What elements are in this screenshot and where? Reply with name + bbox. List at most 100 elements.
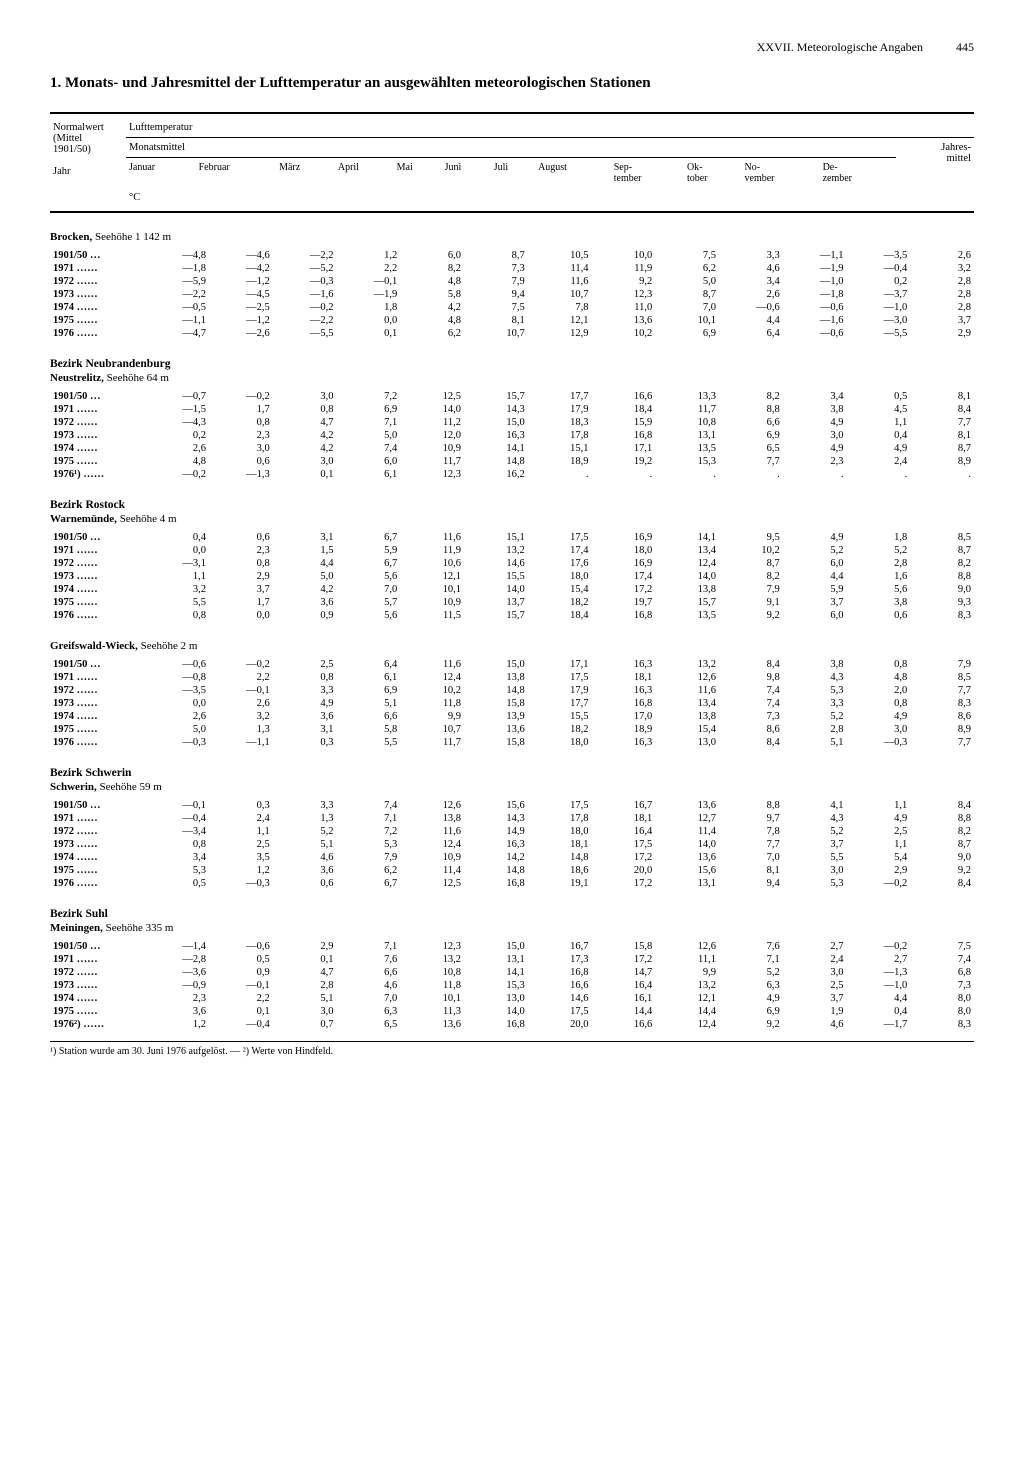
value-cell: 2,3 (145, 992, 209, 1005)
value-cell: 4,2 (273, 429, 337, 442)
value-cell: 2,5 (783, 979, 847, 992)
value-cell: 3,8 (783, 658, 847, 671)
year-cell: 1971 …… (50, 812, 145, 825)
value-cell: 5,3 (145, 864, 209, 877)
value-cell: 17,8 (528, 429, 592, 442)
year-cell: 1974 …… (50, 442, 145, 455)
value-cell: 9,4 (719, 877, 783, 890)
value-cell: 18,2 (528, 723, 592, 736)
unit-table: °C (50, 188, 974, 207)
table-row: 1976 ……—0,3—1,10,35,511,715,818,016,313,… (50, 736, 974, 749)
unit-label: °C (126, 188, 755, 207)
year-cell: 1971 …… (50, 262, 145, 275)
district-title: Bezirk Neubrandenburg (50, 358, 974, 370)
value-cell: —1,9 (783, 262, 847, 275)
value-cell: 8,1 (910, 429, 974, 442)
value-cell: 11,9 (592, 262, 656, 275)
value-cell: 8,5 (910, 671, 974, 684)
value-cell: 6,9 (719, 429, 783, 442)
value-cell: . (528, 468, 592, 481)
value-cell: 5,1 (783, 736, 847, 749)
station-subtitle: Greifswald-Wieck, Seehöhe 2 m (50, 640, 974, 652)
district-title: Bezirk Suhl (50, 908, 974, 920)
value-cell: 12,6 (655, 671, 719, 684)
value-cell: 13,6 (464, 723, 528, 736)
table-row: 1973 ……0,82,55,15,312,416,318,117,514,07… (50, 838, 974, 851)
value-cell: 8,1 (910, 390, 974, 403)
value-cell: 0,5 (145, 877, 209, 890)
value-cell: 4,1 (783, 799, 847, 812)
value-cell: 4,4 (847, 992, 911, 1005)
value-cell: 10,5 (528, 249, 592, 262)
value-cell: 10,2 (400, 684, 464, 697)
value-cell: 14,0 (400, 403, 464, 416)
value-cell: 12,9 (528, 327, 592, 340)
value-cell: 15,0 (464, 940, 528, 953)
value-cell: 9,2 (719, 609, 783, 622)
year-cell: 1974 …… (50, 992, 145, 1005)
value-cell: 5,3 (337, 838, 401, 851)
value-cell: 7,3 (910, 979, 974, 992)
value-cell: 7,4 (910, 953, 974, 966)
value-cell: 12,5 (400, 877, 464, 890)
value-cell: —1,7 (847, 1018, 911, 1031)
value-cell: 17,4 (528, 544, 592, 557)
value-cell: 11,9 (400, 544, 464, 557)
value-cell: 11,7 (655, 403, 719, 416)
value-cell: 0,6 (847, 609, 911, 622)
value-cell: 3,3 (719, 249, 783, 262)
value-cell: 8,3 (910, 609, 974, 622)
station-subtitle: Neustrelitz, Seehöhe 64 m (50, 372, 974, 384)
value-cell: —1,6 (273, 288, 337, 301)
value-cell: 8,0 (910, 1005, 974, 1018)
value-cell: —0,6 (783, 301, 847, 314)
data-table: 1901/50 …—0,7—0,23,07,212,515,717,716,61… (50, 390, 974, 481)
value-cell: 8,7 (910, 544, 974, 557)
value-cell: 3,7 (783, 992, 847, 1005)
value-cell: 12,0 (400, 429, 464, 442)
value-cell: 10,1 (655, 314, 719, 327)
value-cell: 14,1 (464, 442, 528, 455)
value-cell: 10,1 (400, 992, 464, 1005)
value-cell: 6,9 (337, 403, 401, 416)
value-cell: 4,8 (847, 671, 911, 684)
value-cell: —0,1 (209, 684, 273, 697)
value-cell: 9,7 (719, 812, 783, 825)
value-cell: 15,7 (655, 596, 719, 609)
table-row: 1976¹) ……—0,2—1,30,16,112,316,2....... (50, 468, 974, 481)
value-cell: 17,9 (528, 403, 592, 416)
value-cell: 8,8 (719, 403, 783, 416)
value-cell: 8,2 (910, 825, 974, 838)
value-cell: 14,2 (464, 851, 528, 864)
value-cell: 13,4 (655, 697, 719, 710)
value-cell: 11,4 (400, 864, 464, 877)
value-cell: 1,7 (209, 403, 273, 416)
value-cell: 9,9 (400, 710, 464, 723)
value-cell: 8,2 (910, 557, 974, 570)
value-cell: 12,3 (592, 288, 656, 301)
value-cell: 8,8 (910, 812, 974, 825)
value-cell: 2,2 (209, 671, 273, 684)
value-cell: 3,7 (910, 314, 974, 327)
value-cell: 8,4 (719, 736, 783, 749)
data-table: 1901/50 …—0,6—0,22,56,411,615,017,116,31… (50, 658, 974, 749)
value-cell: —0,5 (145, 301, 209, 314)
value-cell: 6,7 (337, 531, 401, 544)
value-cell: —4,2 (209, 262, 273, 275)
table-row: 1972 ……—5,9—1,2—0,3—0,14,87,911,69,25,03… (50, 275, 974, 288)
value-cell: —0,6 (209, 940, 273, 953)
table-row: 1971 ……—1,51,70,86,914,014,317,918,411,7… (50, 403, 974, 416)
value-cell: —1,0 (847, 301, 911, 314)
value-cell: 4,9 (783, 442, 847, 455)
value-cell: 9,2 (719, 1018, 783, 1031)
year-cell: 1974 …… (50, 301, 145, 314)
value-cell: 6,6 (337, 966, 401, 979)
value-cell: —0,3 (273, 275, 337, 288)
value-cell: —2,2 (273, 314, 337, 327)
value-cell: 8,9 (910, 455, 974, 468)
table-row: 1974 ……—0,5—2,5—0,21,84,27,57,811,07,0—0… (50, 301, 974, 314)
value-cell: 16,6 (528, 979, 592, 992)
value-cell: 12,4 (655, 557, 719, 570)
value-cell: 1,3 (209, 723, 273, 736)
hdr-period: 1901/50) (53, 144, 91, 155)
